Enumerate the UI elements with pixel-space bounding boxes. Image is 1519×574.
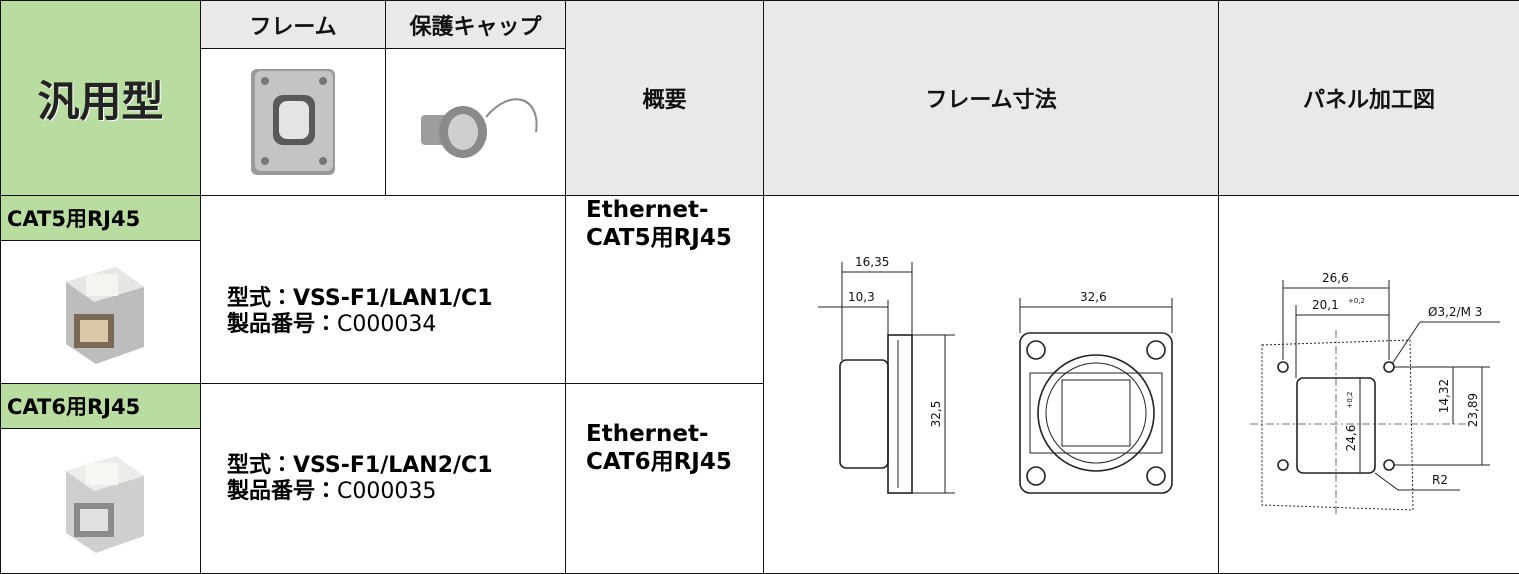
number: C000034 xyxy=(337,311,437,337)
dimension-label: R2 xyxy=(1432,473,1448,487)
dimension-label: 32,6 xyxy=(1080,290,1107,304)
model-label: 型式： xyxy=(227,285,294,311)
model-label: 型式： xyxy=(227,452,294,478)
overview-line: CAT6用RJ45 xyxy=(586,449,732,475)
dimension-label: 10,3 xyxy=(848,290,875,304)
rj45-photo xyxy=(65,456,144,553)
frame-dimensions-header: フレーム寸法 xyxy=(763,0,1219,196)
cap-photo xyxy=(420,98,538,158)
overview-line: Ethernet- xyxy=(586,197,709,223)
overview-line: CAT5用RJ45 xyxy=(586,225,732,251)
number-label: 製品番号： xyxy=(227,311,338,337)
connector-image xyxy=(0,428,201,574)
number: C000035 xyxy=(337,478,437,504)
dimension-label: 14,32 xyxy=(1437,379,1451,413)
overview-cell: Ethernet- CAT6用RJ45 xyxy=(565,383,764,574)
model: VSS-F1/LAN2/C1 xyxy=(293,452,493,478)
dimension-label: 23,89 xyxy=(1466,393,1480,427)
dimension-label: 24,6 xyxy=(1344,425,1358,452)
panel-cutout-header: パネル加工図 xyxy=(1218,0,1519,196)
number-line: 製品番号：C000035 xyxy=(227,479,436,505)
type-header: 汎用型 xyxy=(0,0,201,196)
model-line: 型式：VSS-F1/LAN2/C1 xyxy=(227,453,493,479)
row-label: CAT5用RJ45 xyxy=(0,195,201,241)
dimension-label: Ø3,2/M 3 xyxy=(1428,305,1482,319)
panel-cutout-view: 26,6 20,1 +0,2 Ø3,2/M 3 14,32 23,89 24,6… xyxy=(1250,271,1500,515)
connector-image xyxy=(0,240,201,384)
rj45-photo xyxy=(65,267,144,364)
cap-image xyxy=(385,48,566,196)
number-label: 製品番号： xyxy=(227,478,338,504)
overview-header: 概要 xyxy=(565,0,764,196)
tolerance-label: +0,2 xyxy=(1348,297,1365,305)
model: VSS-F1/LAN1/C1 xyxy=(293,285,493,311)
frame-front-view: 32,6 xyxy=(1019,290,1173,494)
tolerance-label: +0,2 xyxy=(1346,392,1354,409)
overview-line: Ethernet- xyxy=(586,421,709,447)
frame-photo xyxy=(251,69,335,175)
dimension-label: 26,6 xyxy=(1322,271,1349,285)
model-line: 型式：VSS-F1/LAN1/C1 xyxy=(227,286,493,312)
frame-side-view: 16,35 10,3 32,5 xyxy=(818,255,955,494)
number-line: 製品番号：C000034 xyxy=(227,312,436,338)
dimension-label: 20,1 xyxy=(1312,298,1339,312)
dimension-label: 16,35 xyxy=(855,255,889,269)
dimension-label: 32,5 xyxy=(929,401,943,428)
cap-header: 保護キャップ xyxy=(385,0,566,49)
